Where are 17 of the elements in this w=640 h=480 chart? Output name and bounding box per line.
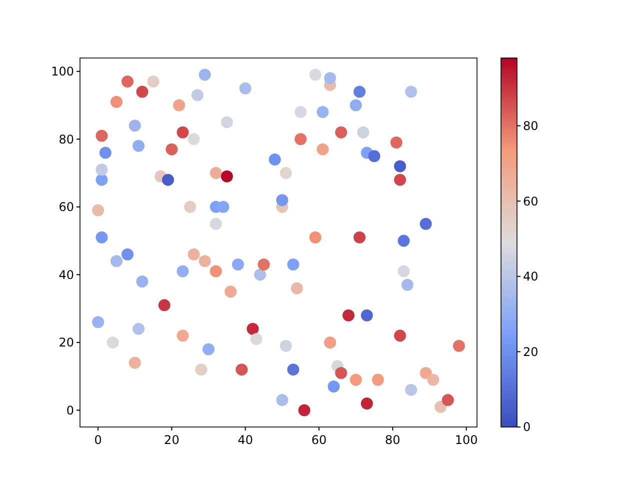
y-tick-label: 100 xyxy=(51,64,74,79)
x-tick-label: 0 xyxy=(94,433,102,447)
y-tick-label: 0 xyxy=(66,403,74,418)
y-tick-label: 60 xyxy=(58,200,74,214)
color-bar-label: 20 xyxy=(523,344,538,359)
x-tick-label: 80 xyxy=(385,433,400,447)
color-bar-label: 60 xyxy=(523,194,538,208)
y-tick-label: 80 xyxy=(58,132,74,146)
x-tick-label: 60 xyxy=(311,433,327,447)
y-tick-label: 20 xyxy=(58,336,74,350)
color-bar-label: 40 xyxy=(523,270,538,284)
color-bar-label: 80 xyxy=(523,118,538,133)
y-tick-label: 40 xyxy=(58,268,74,282)
x-tick-label: 100 xyxy=(454,433,478,447)
x-tick-label: 40 xyxy=(238,433,253,447)
x-tick-label: 20 xyxy=(164,433,180,447)
color-bar-label: 0 xyxy=(523,420,531,434)
